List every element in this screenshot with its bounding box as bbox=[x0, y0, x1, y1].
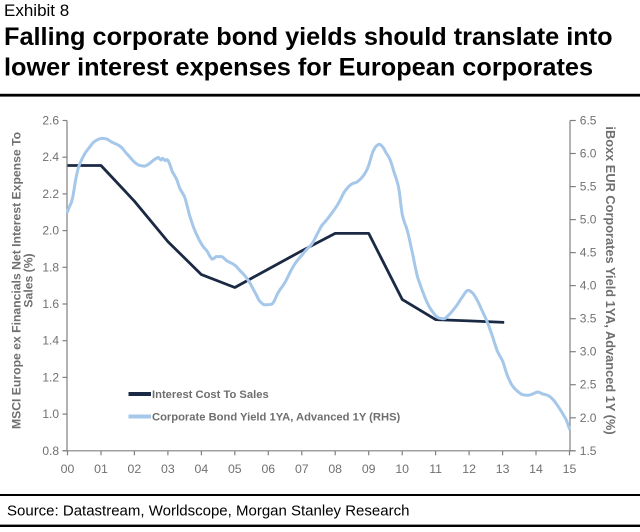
svg-text:2.0: 2.0 bbox=[580, 411, 597, 425]
svg-text:13: 13 bbox=[496, 462, 510, 476]
svg-text:lower interest expenses for Eu: lower interest expenses for European cor… bbox=[4, 54, 593, 82]
svg-text:15: 15 bbox=[563, 462, 577, 476]
svg-text:Falling corporate bond yields: Falling corporate bond yields should tra… bbox=[4, 23, 613, 51]
svg-text:05: 05 bbox=[228, 462, 242, 476]
svg-text:4.0: 4.0 bbox=[580, 279, 597, 293]
svg-text:09: 09 bbox=[362, 462, 376, 476]
svg-text:iBoxx EUR Corporates Yield 1YA: iBoxx EUR Corporates Yield 1YA, Advanced… bbox=[603, 126, 618, 434]
svg-text:10: 10 bbox=[395, 462, 409, 476]
svg-text:Interest Cost To Sales: Interest Cost To Sales bbox=[152, 389, 269, 401]
svg-text:04: 04 bbox=[195, 462, 209, 476]
svg-text:5.5: 5.5 bbox=[580, 180, 597, 194]
svg-text:2.5: 2.5 bbox=[580, 378, 597, 392]
svg-text:MSCI Europe ex Financials Net: MSCI Europe ex Financials Net Interest E… bbox=[9, 132, 23, 429]
svg-text:Sales (%): Sales (%) bbox=[21, 253, 35, 307]
svg-text:06: 06 bbox=[261, 462, 275, 476]
svg-text:4.5: 4.5 bbox=[580, 246, 597, 260]
svg-text:6.5: 6.5 bbox=[580, 114, 597, 128]
svg-text:11: 11 bbox=[429, 462, 442, 476]
svg-text:1.0: 1.0 bbox=[42, 407, 59, 421]
svg-text:1.4: 1.4 bbox=[42, 334, 59, 348]
svg-text:01: 01 bbox=[94, 462, 108, 476]
svg-text:02: 02 bbox=[128, 462, 142, 476]
svg-text:00: 00 bbox=[61, 462, 75, 476]
svg-text:5.0: 5.0 bbox=[580, 213, 597, 227]
svg-text:Source: Datastream, Worldscope: Source: Datastream, Worldscope, Morgan S… bbox=[7, 503, 409, 520]
svg-text:2.6: 2.6 bbox=[42, 114, 59, 128]
svg-text:0.8: 0.8 bbox=[42, 444, 59, 458]
svg-text:3.5: 3.5 bbox=[580, 312, 597, 326]
svg-text:Exhibit 8: Exhibit 8 bbox=[4, 1, 69, 20]
svg-text:03: 03 bbox=[161, 462, 175, 476]
svg-text:2.2: 2.2 bbox=[42, 187, 59, 201]
svg-text:1.6: 1.6 bbox=[42, 297, 59, 311]
svg-text:6.0: 6.0 bbox=[580, 147, 597, 161]
svg-text:1.2: 1.2 bbox=[42, 370, 59, 384]
svg-text:2.0: 2.0 bbox=[42, 224, 59, 238]
svg-text:Corporate Bond Yield 1YA, Adva: Corporate Bond Yield 1YA, Advanced 1Y (R… bbox=[152, 412, 401, 424]
svg-text:14: 14 bbox=[529, 462, 543, 476]
svg-text:2.4: 2.4 bbox=[42, 150, 59, 164]
svg-text:12: 12 bbox=[462, 462, 476, 476]
svg-text:1.5: 1.5 bbox=[580, 444, 597, 458]
svg-text:1.8: 1.8 bbox=[42, 260, 59, 274]
svg-text:08: 08 bbox=[328, 462, 342, 476]
svg-text:07: 07 bbox=[295, 462, 309, 476]
svg-text:3.0: 3.0 bbox=[580, 345, 597, 359]
